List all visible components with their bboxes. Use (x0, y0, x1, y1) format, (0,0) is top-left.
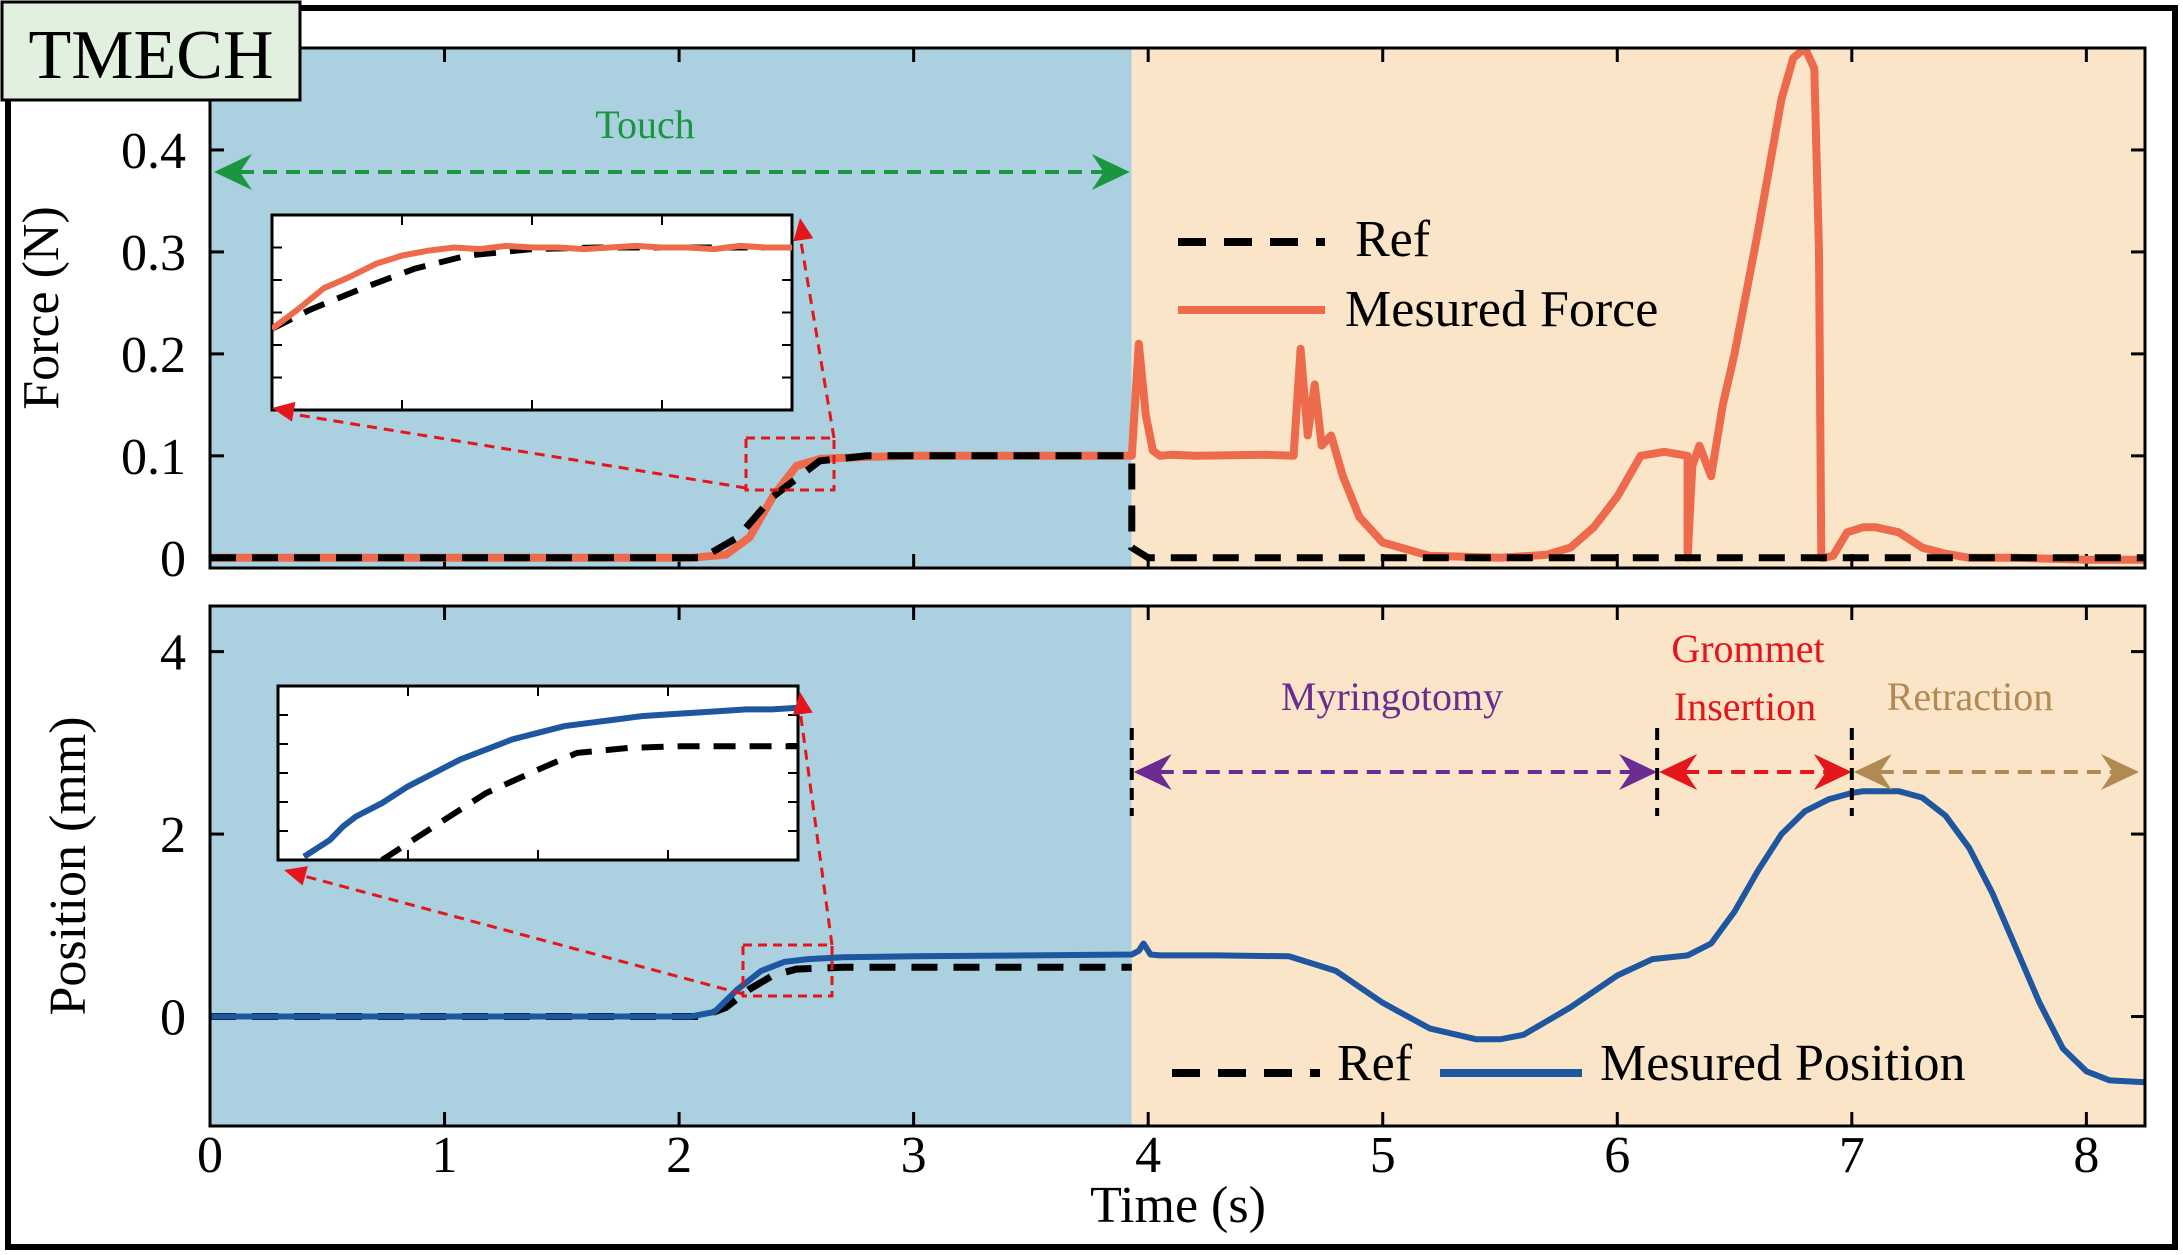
touch-arrow-right-head (1091, 154, 1130, 190)
force-y-tick-label: 0.1 (121, 429, 186, 486)
position-y-tick-label: 4 (160, 625, 186, 682)
position-zoom-arrowhead (284, 866, 308, 886)
grommet-arrow-left-head (1659, 754, 1698, 790)
retraction-arrow-left-head (1853, 754, 1892, 790)
force-legend-measured-label: Mesured Force (1345, 281, 1658, 338)
position-plot-area (210, 788, 2145, 1086)
force-legend-ref-label: Ref (1355, 211, 1431, 268)
force-zoom-connector (798, 235, 836, 439)
position-inset-plot-area (302, 704, 798, 860)
force-y-axis-label: Force (N) (13, 206, 70, 410)
position-panel-frame (208, 604, 2147, 1128)
position-zoom-rect (741, 943, 834, 998)
x-tick-label: 2 (666, 1127, 692, 1184)
grommet-phase-label: Grommet (1671, 626, 1824, 671)
force-zoom-connector (291, 412, 747, 490)
position-y-axis-label: Position (mm) (40, 716, 97, 1015)
position-touch-phase-background (210, 606, 1132, 1126)
myringotomy-arrow-left-head (1133, 754, 1172, 790)
force-y-tick-label: 0.2 (121, 327, 186, 384)
x-tick-label: 7 (1839, 1127, 1865, 1184)
retraction-arrow-right-head (2101, 754, 2139, 790)
myringotomy-arrow-right-head (1619, 754, 1658, 790)
force-inset-frame (270, 213, 794, 412)
x-tick-label: 8 (2073, 1127, 2099, 1184)
x-tick-label: 6 (1604, 1127, 1630, 1184)
force-zoom-arrowhead (793, 218, 814, 242)
force-inset-plot-area (272, 242, 792, 332)
insertion-phase-label: Insertion (1674, 684, 1816, 729)
x-tick-label: 4 (1135, 1127, 1161, 1184)
touch-phase-label: Touch (595, 102, 694, 147)
position-zoom-arrowhead (792, 692, 813, 716)
position-inset-measured-line (302, 704, 798, 860)
position-ref-line (210, 963, 1132, 1020)
force-zoom-arrowhead (272, 401, 296, 422)
position-inset-ref-line (380, 743, 798, 860)
force-y-tick-label: 0.4 (121, 123, 186, 180)
position-y-tick-label: 0 (160, 990, 186, 1047)
position-zoom-connector (303, 874, 744, 996)
touch-arrow-left-head (214, 154, 252, 190)
myringotomy-phase-label: Myringotomy (1281, 674, 1503, 719)
force-measured-line (210, 48, 2145, 564)
x-tick-label: 3 (901, 1127, 927, 1184)
retraction-phase-label: Retraction (1887, 674, 2054, 719)
force-y-tick-label: 0.3 (121, 225, 186, 282)
position-y-tick-label: 2 (160, 807, 186, 864)
position-measured-line (210, 788, 2145, 1086)
position-inset-frame (276, 684, 800, 862)
x-axis-label: Time (s) (1090, 1177, 1266, 1234)
force-y-tick-label: 0 (160, 531, 186, 588)
x-tick-label: 0 (197, 1127, 223, 1184)
force-plot-area (210, 48, 2145, 564)
force-zoom-rect (744, 436, 836, 492)
x-tick-label: 5 (1370, 1127, 1396, 1184)
force-panel-frame (208, 46, 2147, 570)
force-inset-measured-line (272, 242, 792, 332)
grommet-arrow-right-head (1813, 754, 1852, 790)
figure-frame (5, 5, 2178, 1250)
position-legend-ref-label: Ref (1337, 1035, 1413, 1092)
force-ref-line (210, 452, 2145, 562)
position-zoom-connector (798, 709, 834, 946)
x-tick-label: 1 (432, 1127, 458, 1184)
position-legend-measured-label: Mesured Position (1600, 1035, 1965, 1092)
tmech-badge: TMECH (0, 0, 302, 102)
tmech-badge-label: TMECH (29, 17, 274, 94)
